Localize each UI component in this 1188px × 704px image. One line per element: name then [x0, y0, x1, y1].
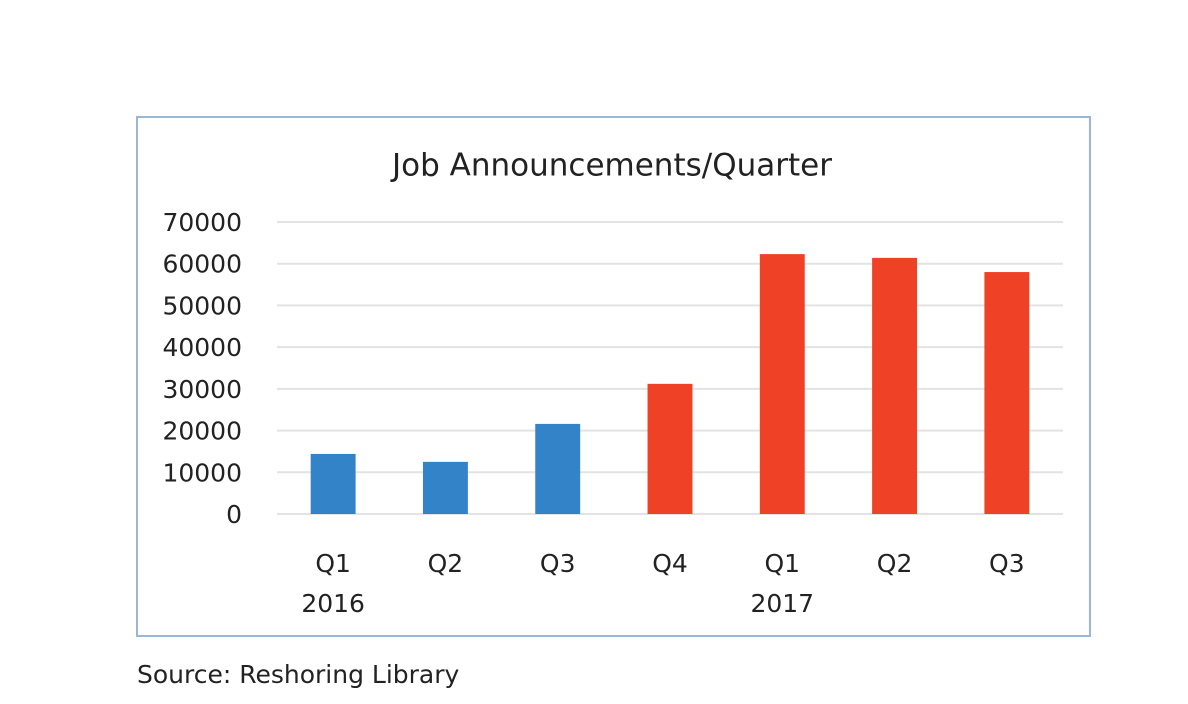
- y-tick-label: 0: [226, 500, 242, 529]
- y-tick-label: 10000: [162, 458, 242, 487]
- chart-frame: [136, 116, 1091, 637]
- chart-title: Job Announcements/Quarter: [390, 148, 832, 184]
- source-note: Source: Reshoring Library: [137, 660, 460, 689]
- x-tick-label: Q2: [428, 549, 464, 578]
- x-tick-label: Q4: [652, 549, 688, 578]
- y-tick-label: 50000: [162, 291, 242, 320]
- bar: [310, 453, 356, 514]
- y-tick-label: 20000: [162, 417, 242, 446]
- year-label: 2016: [301, 589, 365, 618]
- year-label: 2017: [750, 589, 814, 618]
- x-tick-label: Q3: [989, 549, 1025, 578]
- bar: [984, 272, 1030, 514]
- y-tick-label: 60000: [162, 250, 242, 279]
- bar: [759, 254, 805, 514]
- bar: [872, 257, 918, 514]
- bar: [535, 423, 581, 514]
- x-tick-label: Q1: [764, 549, 800, 578]
- bar: [422, 461, 468, 514]
- bar: [647, 383, 693, 514]
- y-tick-label: 30000: [162, 375, 242, 404]
- x-tick-label: Q1: [315, 549, 351, 578]
- x-tick-label: Q3: [540, 549, 576, 578]
- x-tick-label: Q2: [877, 549, 913, 578]
- y-tick-label: 40000: [162, 333, 242, 362]
- y-tick-label: 70000: [162, 208, 242, 237]
